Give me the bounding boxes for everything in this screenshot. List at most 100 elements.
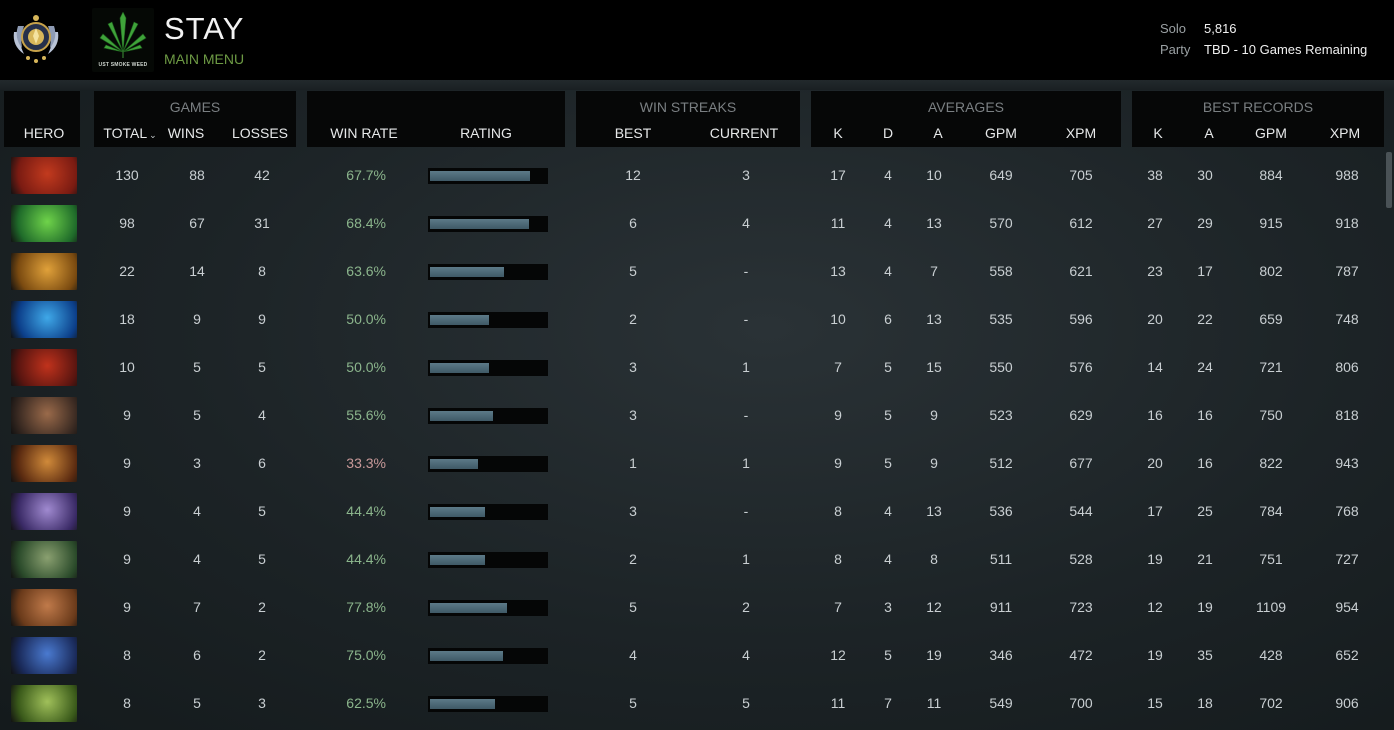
- cell-avg-gpm: 511: [989, 551, 1013, 567]
- table-row[interactable]: 8 6 2 75.0% 4 4 12 5 19 346 472 19 35 428 652: [0, 631, 1384, 679]
- hero-portrait-icon[interactable]: [11, 397, 77, 434]
- cell-total-games: 98: [119, 215, 135, 231]
- cell-total-games: 18: [119, 311, 135, 327]
- cell-best-kills: 38: [1147, 167, 1163, 183]
- cell-streak-current: 4: [742, 215, 750, 231]
- main-menu-link[interactable]: MAIN MENU: [164, 51, 245, 67]
- cell-best-gpm: 750: [1259, 407, 1283, 423]
- col-hero[interactable]: HERO: [23, 125, 65, 141]
- cell-best-gpm: 721: [1259, 359, 1283, 375]
- cell-losses: 6: [258, 455, 266, 471]
- col-total[interactable]: TOTAL ⌄: [96, 125, 164, 141]
- party-mmr: TBD - 10 Games Remaining: [1204, 42, 1368, 57]
- col-avg-kills[interactable]: K: [833, 125, 843, 141]
- cell-losses: 3: [258, 695, 266, 711]
- cell-best-xpm: 918: [1335, 215, 1359, 231]
- cell-best-gpm: 915: [1259, 215, 1283, 231]
- col-win-rate[interactable]: WIN RATE: [330, 125, 398, 141]
- table-row[interactable]: 98 67 31 68.4% 6 4 11 4 13 570 612 27 29 915 918: [0, 199, 1384, 247]
- cell-best-xpm: 652: [1335, 647, 1359, 663]
- table-row[interactable]: 10 5 5 50.0% 3 1 7 5 15 550 576 14 24 721 806: [0, 343, 1384, 391]
- col-best-assists[interactable]: A: [1204, 125, 1214, 141]
- cell-losses: 4: [258, 407, 266, 423]
- hero-portrait-icon[interactable]: [11, 253, 77, 290]
- cell-streak-best: 4: [629, 647, 637, 663]
- cell-wins: 5: [193, 359, 201, 375]
- cell-total-games: 130: [115, 167, 139, 183]
- player-name: STAY: [164, 11, 245, 46]
- cell-best-kills: 20: [1147, 311, 1163, 327]
- rating-bar-fill: [430, 459, 478, 469]
- col-avg-deaths[interactable]: D: [882, 125, 894, 141]
- col-best-gpm[interactable]: GPM: [1255, 125, 1287, 141]
- cell-avg-xpm: 544: [1069, 503, 1093, 519]
- table-row[interactable]: 8 5 3 62.5% 5 5 11 7 11 549 700 15 18 702 906: [0, 679, 1384, 727]
- table-row[interactable]: 18 9 9 50.0% 2 - 10 6 13 535 596 20 22 659 748: [0, 295, 1384, 343]
- col-rating[interactable]: RATING: [460, 125, 512, 141]
- cell-best-assists: 29: [1197, 215, 1213, 231]
- cell-avg-assists: 11: [926, 695, 942, 711]
- table-row[interactable]: 9 7 2 77.8% 5 2 7 3 12 911 723 12 19 1109 954: [0, 583, 1384, 631]
- cell-streak-best: 5: [629, 695, 637, 711]
- averages-group-title: AVERAGES: [928, 99, 1004, 115]
- col-avg-xpm[interactable]: XPM: [1065, 125, 1097, 141]
- cell-streak-current: 5: [742, 695, 750, 711]
- hero-portrait-icon[interactable]: [11, 445, 77, 482]
- rating-bar-fill: [430, 315, 489, 325]
- cell-total-games: 9: [123, 503, 131, 519]
- scrollbar-thumb[interactable]: [1386, 152, 1392, 208]
- table-row[interactable]: 9 4 5 44.4% 3 - 8 4 13 536 544 17 25 784 768: [0, 487, 1384, 535]
- cell-avg-assists: 19: [926, 647, 942, 663]
- table-row[interactable]: 130 88 42 67.7% 12 3 17 4 10 649 705 38 30 884 988: [0, 151, 1384, 199]
- rating-bar: [428, 360, 548, 376]
- cell-best-xpm: 818: [1335, 407, 1359, 423]
- col-avg-gpm[interactable]: GPM: [985, 125, 1017, 141]
- cell-best-gpm: 751: [1259, 551, 1283, 567]
- table-row[interactable]: 9 5 4 55.6% 3 - 9 5 9 523 629 16 16 750 818: [0, 391, 1384, 439]
- cell-avg-deaths: 6: [884, 311, 892, 327]
- hero-portrait-icon[interactable]: [11, 157, 77, 194]
- cell-best-kills: 19: [1147, 551, 1163, 567]
- cell-avg-kills: 9: [834, 455, 842, 471]
- best-records-group-title: BEST RECORDS: [1202, 99, 1314, 115]
- hero-portrait-icon[interactable]: [11, 301, 77, 338]
- cell-avg-gpm: 523: [989, 407, 1013, 423]
- col-avg-assists[interactable]: A: [933, 125, 943, 141]
- table-row[interactable]: 9 4 5 44.4% 2 1 8 4 8 511 528 19 21 751 727: [0, 535, 1384, 583]
- cell-best-assists: 25: [1197, 503, 1213, 519]
- cell-avg-xpm: 677: [1069, 455, 1093, 471]
- col-best-kills[interactable]: K: [1153, 125, 1163, 141]
- cell-avg-gpm: 536: [989, 503, 1013, 519]
- col-losses[interactable]: LOSSES: [231, 125, 289, 141]
- table-row[interactable]: 9 3 6 33.3% 1 1 9 5 9 512 677 20 16 822 943: [0, 439, 1384, 487]
- cell-win-rate: 67.7%: [346, 167, 386, 183]
- cell-win-rate: 75.0%: [346, 647, 386, 663]
- cell-best-gpm: 428: [1259, 647, 1283, 663]
- col-streak-best[interactable]: BEST: [614, 125, 652, 141]
- hero-portrait-icon[interactable]: [11, 205, 77, 242]
- rating-bar: [428, 552, 548, 568]
- cell-avg-assists: 9: [930, 455, 938, 471]
- cell-losses: 2: [258, 599, 266, 615]
- hero-portrait-icon[interactable]: [11, 493, 77, 530]
- cell-best-kills: 17: [1147, 503, 1163, 519]
- cell-best-assists: 24: [1197, 359, 1213, 375]
- table-row[interactable]: 22 14 8 63.6% 5 - 13 4 7 558 621 23 17 802 787: [0, 247, 1384, 295]
- cell-win-rate: 44.4%: [346, 503, 386, 519]
- cell-best-gpm: 884: [1259, 167, 1283, 183]
- cell-streak-current: 1: [742, 359, 750, 375]
- cell-avg-gpm: 558: [989, 263, 1013, 279]
- col-streak-current[interactable]: CURRENT: [709, 125, 779, 141]
- hero-portrait-icon[interactable]: [11, 637, 77, 674]
- cell-avg-deaths: 4: [884, 215, 892, 231]
- cell-best-assists: 19: [1197, 599, 1213, 615]
- hero-portrait-icon[interactable]: [11, 541, 77, 578]
- hero-portrait-icon[interactable]: [11, 349, 77, 386]
- cell-best-assists: 35: [1197, 647, 1213, 663]
- party-label: Party: [1160, 42, 1191, 57]
- col-best-xpm[interactable]: XPM: [1329, 125, 1361, 141]
- col-wins[interactable]: WINS: [167, 125, 205, 141]
- cell-avg-xpm: 621: [1069, 263, 1093, 279]
- hero-portrait-icon[interactable]: [11, 589, 77, 626]
- hero-portrait-icon[interactable]: [11, 685, 77, 722]
